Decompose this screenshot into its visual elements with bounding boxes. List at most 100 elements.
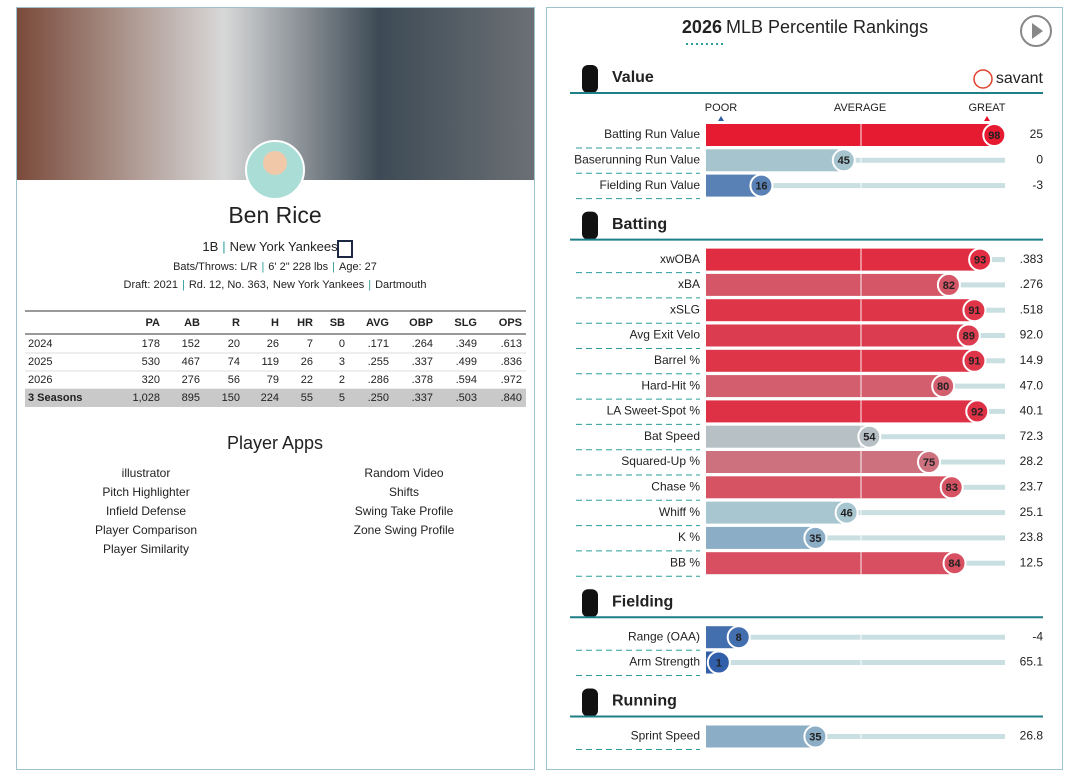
percentile-dot bbox=[968, 247, 993, 272]
brand: savant bbox=[996, 70, 1044, 87]
avatar-face bbox=[263, 151, 287, 175]
percentile-label: 1 bbox=[716, 657, 722, 669]
percentile-bar bbox=[706, 526, 816, 549]
percentile-label: 89 bbox=[963, 330, 975, 342]
metric-label: Batting Run Value bbox=[604, 127, 700, 141]
column-header: PA bbox=[146, 317, 161, 329]
percentile-bar bbox=[706, 400, 978, 423]
table-cell: .840 bbox=[501, 392, 522, 404]
position-team: 1B | New York Yankees bbox=[202, 239, 338, 254]
percentile-label: 45 bbox=[838, 155, 850, 167]
app-link[interactable]: Swing Take Profile bbox=[355, 504, 454, 518]
app-link[interactable]: Random Video bbox=[364, 466, 443, 480]
section-title: Running bbox=[612, 693, 677, 710]
app-link[interactable]: Zone Swing Profile bbox=[354, 523, 455, 537]
table-cell: 55 bbox=[301, 392, 313, 404]
section-icon bbox=[582, 211, 598, 240]
app-link[interactable]: illustrator bbox=[122, 466, 171, 480]
column-header: SB bbox=[330, 317, 345, 329]
table-cell: .594 bbox=[456, 374, 477, 386]
table-cell: 0 bbox=[339, 338, 345, 350]
metric-value: .383 bbox=[1020, 252, 1044, 266]
percentile-dot bbox=[803, 724, 828, 749]
percentile-bar bbox=[706, 324, 969, 347]
table-cell: 2025 bbox=[28, 356, 52, 368]
metric-label: Barrel % bbox=[654, 353, 700, 367]
percentile-dot bbox=[803, 525, 828, 550]
metric-label: Chase % bbox=[651, 479, 700, 493]
separator: | bbox=[368, 279, 371, 291]
table-cell: 3 bbox=[339, 356, 345, 368]
percentile-label: 46 bbox=[841, 508, 853, 520]
table-cell: 79 bbox=[267, 374, 279, 386]
track bbox=[977, 408, 1005, 414]
scale-arrow bbox=[718, 116, 724, 121]
table-cell: 1,028 bbox=[132, 392, 160, 404]
track bbox=[718, 660, 1005, 665]
metric-value: .276 bbox=[1020, 277, 1044, 291]
draft-team: New York Yankees bbox=[273, 279, 365, 291]
track bbox=[738, 634, 1005, 640]
app-link[interactable]: Pitch Highlighter bbox=[102, 485, 189, 499]
metric-value: 25.1 bbox=[1020, 505, 1044, 519]
total-row-bg bbox=[25, 389, 526, 407]
track bbox=[843, 157, 1005, 163]
app-link[interactable]: Infield Defense bbox=[106, 504, 186, 518]
metric-value: 23.7 bbox=[1020, 479, 1044, 493]
metric-value: 26.8 bbox=[1020, 729, 1044, 743]
table-cell: .255 bbox=[368, 356, 389, 368]
percentile-bar bbox=[706, 124, 995, 146]
column-header: SLG bbox=[454, 317, 477, 329]
table-cell: 7 bbox=[307, 338, 313, 350]
metric-value: -4 bbox=[1032, 629, 1043, 643]
table-cell: 530 bbox=[142, 356, 160, 368]
app-link[interactable]: Player Comparison bbox=[95, 523, 197, 537]
percentile-dot bbox=[917, 450, 941, 474]
separator: | bbox=[261, 261, 264, 273]
percentile-label: 8 bbox=[736, 632, 742, 644]
column-header: H bbox=[271, 317, 279, 329]
draft-line: Draft: 2021 | Rd. 12, No. 363, New York Yan… bbox=[124, 279, 427, 291]
percentile-bar bbox=[706, 725, 816, 748]
percentile-dot bbox=[962, 298, 987, 323]
player-name: Ben Rice bbox=[228, 202, 321, 228]
table-cell: .499 bbox=[456, 356, 477, 368]
metric-label: xBA bbox=[678, 277, 700, 291]
section-icon bbox=[582, 589, 598, 618]
track bbox=[951, 484, 1005, 490]
track bbox=[869, 434, 1005, 440]
percentile-dot bbox=[831, 148, 856, 173]
column-header: OPS bbox=[499, 317, 522, 329]
metric-value: 65.1 bbox=[1020, 655, 1044, 669]
percentile-label: 35 bbox=[809, 533, 821, 545]
table-cell: .337 bbox=[412, 356, 433, 368]
table-cell: .613 bbox=[501, 338, 522, 350]
track bbox=[815, 734, 1005, 739]
percentile-dot bbox=[982, 123, 1007, 147]
bio-line: Bats/Throws: L/R | 6' 2" 228 lbs | Age: 27 bbox=[173, 261, 377, 273]
percentile-dot bbox=[749, 173, 774, 198]
metric-label: Squared-Up % bbox=[621, 454, 700, 468]
bats-throws: Bats/Throws: L/R bbox=[173, 261, 257, 273]
scale-arrow bbox=[984, 116, 990, 121]
metric-value: 72.3 bbox=[1020, 429, 1044, 443]
app-link[interactable]: Shifts bbox=[389, 485, 419, 499]
metric-value: 23.8 bbox=[1020, 530, 1044, 544]
percentile-label: 35 bbox=[809, 731, 821, 743]
percentile-bar bbox=[706, 299, 975, 322]
table-cell: .836 bbox=[501, 356, 522, 368]
metric-label: Bat Speed bbox=[644, 429, 700, 443]
scale-label: AVERAGE bbox=[834, 102, 886, 114]
table-cell: .286 bbox=[368, 374, 389, 386]
app-link[interactable]: Player Similarity bbox=[103, 542, 189, 556]
percentile-label: 91 bbox=[968, 305, 980, 317]
separator: | bbox=[182, 279, 185, 291]
track bbox=[968, 333, 1005, 338]
table-cell: 224 bbox=[261, 392, 279, 404]
metric-label: Hard-Hit % bbox=[641, 378, 700, 392]
section-title: Fielding bbox=[612, 593, 673, 610]
section-title: Batting bbox=[612, 216, 667, 233]
percentile-bar bbox=[706, 425, 870, 448]
percentile-bar bbox=[706, 501, 847, 524]
column-header: HR bbox=[297, 317, 313, 329]
